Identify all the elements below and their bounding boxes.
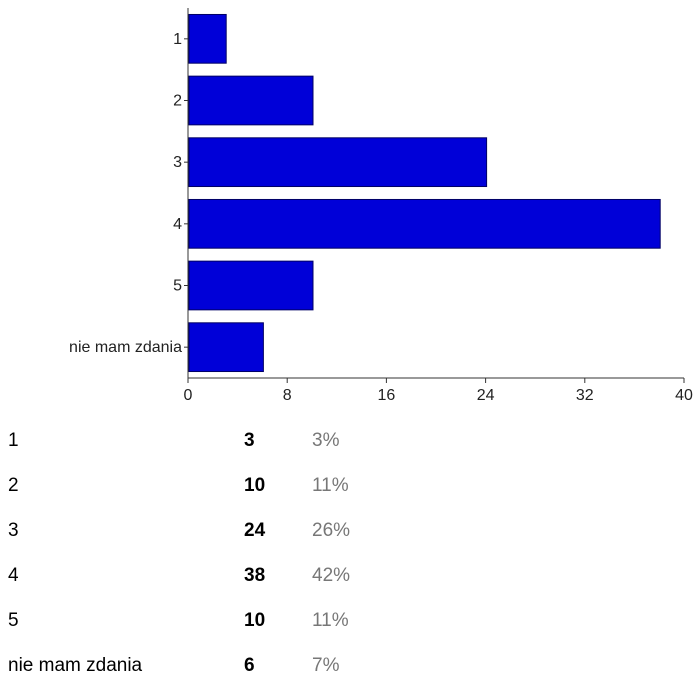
row-count: 3 [244,429,255,451]
y-tick-label: 2 [173,93,182,110]
table-row: 5 10 11% [8,598,700,643]
y-tick-label: 1 [173,31,182,48]
summary-table: 1 3 3% 2 10 11% 3 24 26% 4 38 42% 5 10 1… [8,418,700,688]
x-tick-label: 40 [675,387,693,404]
row-label: 3 [8,519,19,541]
bar [188,75,314,126]
row-percent: 11% [312,474,349,496]
bar [188,260,314,311]
row-label: 1 [8,429,19,451]
row-count: 10 [244,609,266,631]
row-percent: 42% [312,564,351,586]
row-label: 4 [8,564,19,586]
table-row: 2 10 11% [8,463,700,508]
row-percent: 7% [312,654,340,676]
row-label: nie mam zdania [8,654,143,676]
row-percent: 3% [312,429,340,451]
bar [188,13,227,64]
y-tick-label: nie mam zdania [69,339,182,356]
row-label: 5 [8,609,19,631]
table-row: 3 24 26% [8,508,700,553]
row-label: 2 [8,474,19,496]
row-percent: 26% [312,519,351,541]
row-count: 6 [244,654,255,676]
table-row: 4 38 42% [8,553,700,598]
row-percent: 11% [312,609,349,631]
bar-chart: 1 2 3 4 5 nie mam zdania 0 8 16 24 32 40 [69,8,693,404]
row-count: 24 [244,519,266,541]
y-tick-label: 4 [173,216,182,233]
x-tick-label: 16 [378,387,396,404]
row-count: 10 [244,474,266,496]
y-tick-label: 3 [173,154,182,171]
x-tick-label: 24 [477,387,495,404]
bar [188,198,661,249]
y-tick-label: 5 [173,278,182,295]
x-tick-label: 0 [184,387,193,404]
bar [188,137,488,188]
row-count: 38 [244,564,266,586]
bar [188,322,264,373]
table-row: 1 3 3% [8,418,700,463]
x-tick-label: 8 [283,387,292,404]
x-tick-label: 32 [576,387,594,404]
table-row: nie mam zdania 6 7% [8,643,700,688]
